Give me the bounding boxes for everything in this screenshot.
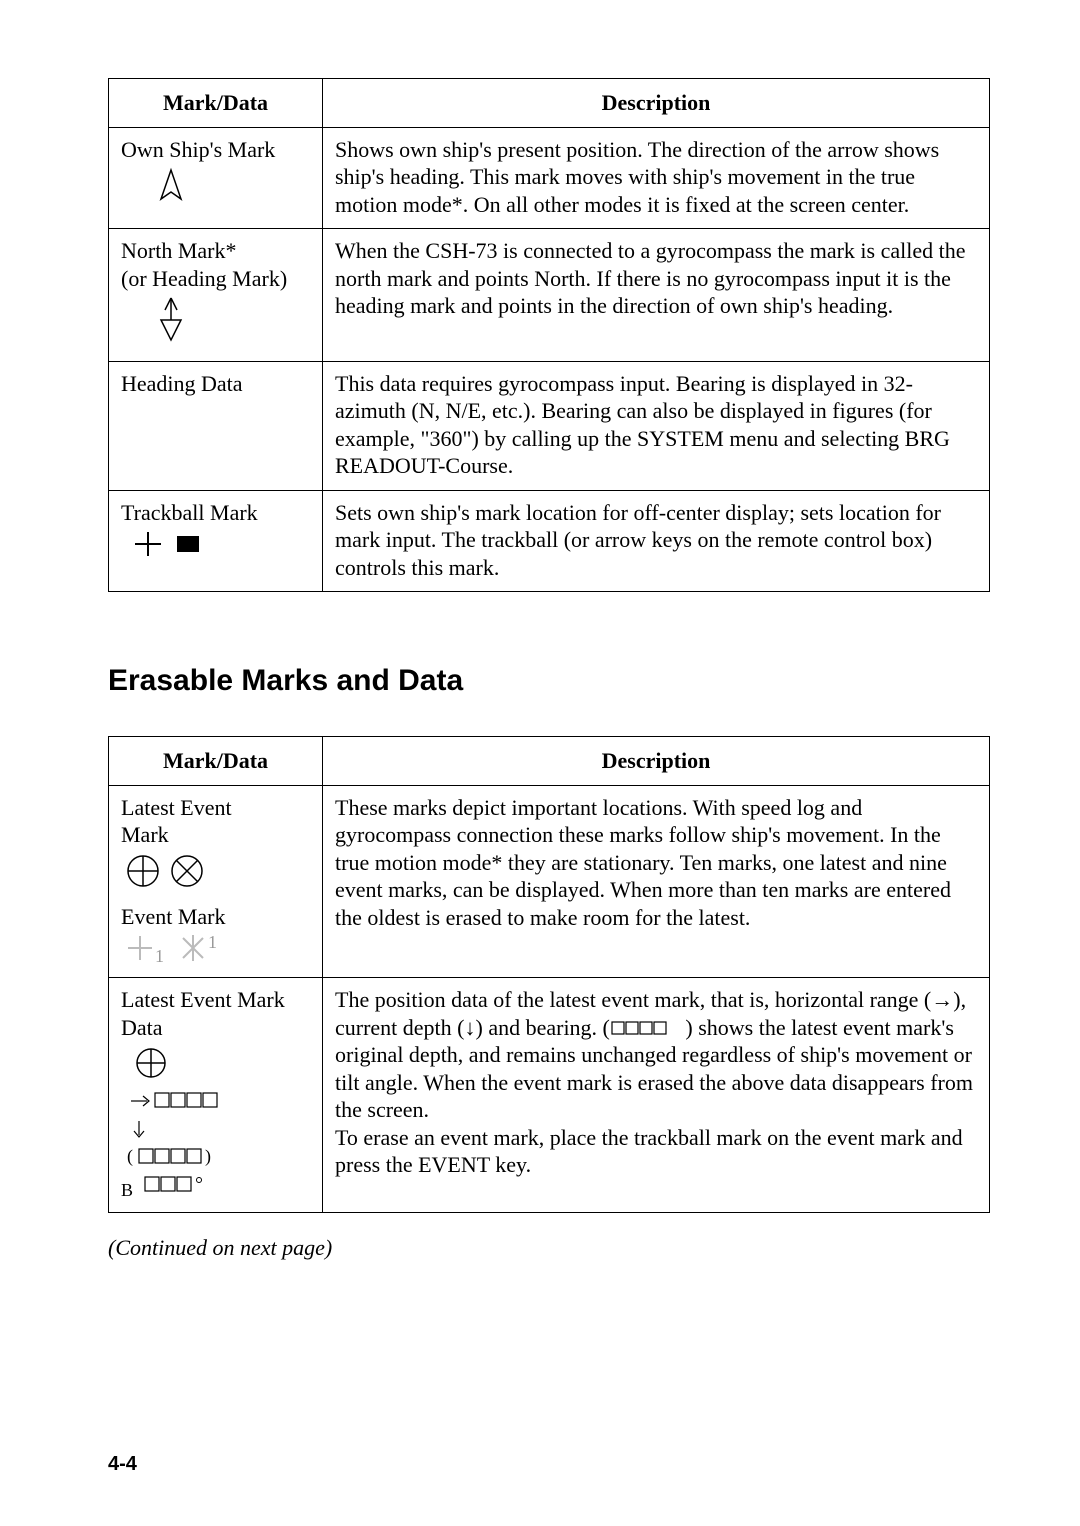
t2-header-markdata: Mark/Data: [109, 737, 323, 786]
latest-event-desc: These marks depict important locations. …: [323, 785, 990, 978]
table-row: Trackball Mark Sets own ship's mark loca…: [109, 490, 990, 592]
latest-event-mark-icons: [125, 853, 215, 893]
table-row: Latest Event Mark Data: [109, 978, 990, 1213]
latest-event-label-1: Latest Event: [121, 794, 310, 822]
latest-event-mark-data-label-1: Latest Event Mark: [121, 986, 310, 1014]
continued-note: (Continued on next page): [108, 1235, 990, 1261]
latest-event-data-circle-icon: [133, 1045, 173, 1081]
marks-data-table-1: Mark/Data Description Own Ship's Mark Sh…: [108, 78, 990, 592]
section-title: Erasable Marks and Data: [108, 664, 990, 698]
data-prefix-b: B: [121, 1179, 133, 1202]
latest-event-label-2: Mark: [121, 821, 310, 849]
table-row: Own Ship's Mark Shows own ship's present…: [109, 127, 990, 229]
t1-header-description: Description: [323, 79, 990, 128]
event-mark-sub-1: 1: [155, 945, 164, 968]
t2-header-description: Description: [323, 737, 990, 786]
data-row-boxes-degree-icon: [143, 1174, 253, 1196]
north-mark-label-2: (or Heading Mark): [121, 265, 310, 293]
inline-boxes-icon: [610, 1021, 680, 1037]
t1-header-markdata: Mark/Data: [109, 79, 323, 128]
data-row-arrow-down-icon: [129, 1119, 149, 1139]
marks-data-table-2: Mark/Data Description Latest Event Mark …: [108, 736, 990, 1213]
trackball-mark-label: Trackball Mark: [121, 499, 310, 527]
trackball-mark-desc: Sets own ship's mark location for off-ce…: [323, 490, 990, 592]
own-ships-mark-desc: Shows own ship's present position. The d…: [323, 127, 990, 229]
heading-data-label: Heading Data: [121, 370, 310, 398]
north-mark-desc: When the CSH-73 is connected to a gyroco…: [323, 229, 990, 362]
own-ship-mark-icon: [151, 167, 191, 205]
event-mark-x-icon: [178, 933, 208, 963]
svg-text:(: (: [127, 1146, 133, 1167]
latest-event-mark-data-desc: The position data of the latest event ma…: [323, 978, 990, 1213]
event-mark-plus-icon: [125, 933, 155, 963]
data-row-boxes-paren-icon: ( ): [127, 1146, 257, 1168]
north-mark-label-1: North Mark*: [121, 237, 310, 265]
event-mark-label: Event Mark: [121, 903, 310, 931]
data-row-arrow-right-icon: [129, 1090, 249, 1112]
heading-data-desc: This data requires gyrocompass input. Be…: [323, 361, 990, 490]
table-row: North Mark* (or Heading Mark) When the C…: [109, 229, 990, 362]
trackball-mark-icon: [133, 530, 213, 560]
event-mark-sub-2: 1: [208, 931, 217, 954]
table-row: Heading Data This data requires gyrocomp…: [109, 361, 990, 490]
table-row: Latest Event Mark Event Mark 1: [109, 785, 990, 978]
svg-text:): ): [205, 1146, 211, 1167]
own-ships-mark-label: Own Ship's Mark: [121, 136, 310, 164]
north-mark-icon: [151, 296, 191, 344]
arrow-right-inline-icon: →: [931, 987, 953, 1012]
arrow-down-inline-icon: ↓: [465, 1015, 476, 1040]
page-number: 4-4: [108, 1453, 137, 1476]
latest-event-mark-data-label-2: Data: [121, 1014, 310, 1042]
